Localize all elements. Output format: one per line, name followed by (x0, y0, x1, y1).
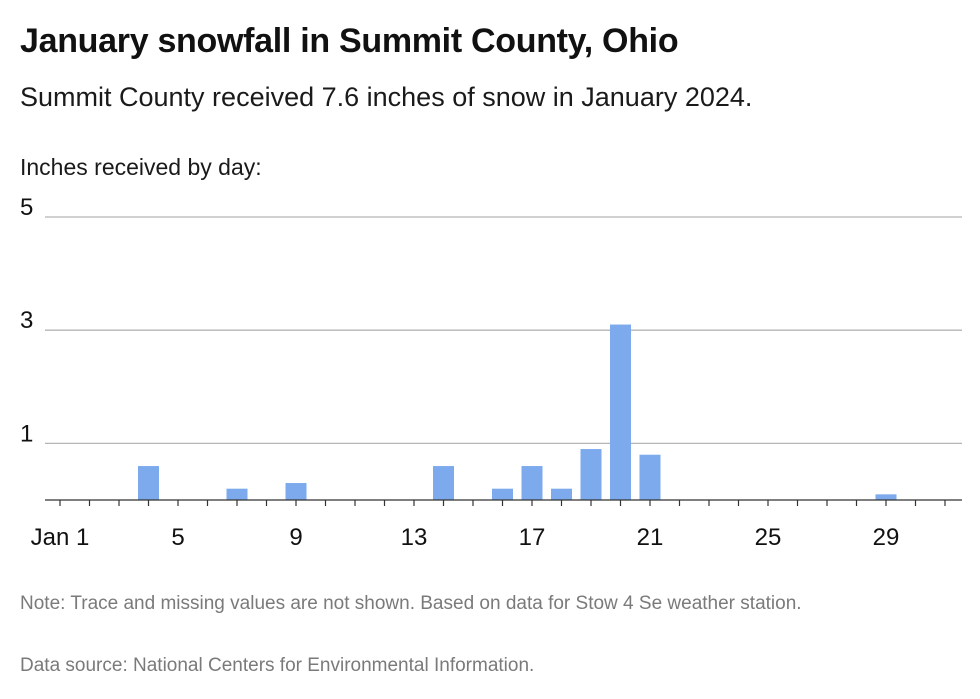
x-tick-label: 21 (637, 524, 664, 551)
bar-jan-7 (226, 488, 248, 500)
bars (138, 324, 897, 500)
x-tick-label: 13 (401, 524, 428, 551)
bar-jan-16 (492, 488, 513, 500)
bar-jan-9 (285, 483, 307, 500)
bar-jan-29 (875, 494, 897, 500)
bar-jan-18 (551, 488, 572, 500)
gridlines: 1 3 5 (20, 194, 962, 447)
x-axis: Jan 1 5 9 13 17 21 25 29 (31, 499, 962, 551)
bar-jan-19 (580, 449, 602, 500)
chart-note: Note: Trace and missing values are not s… (20, 593, 802, 614)
data-source: Data source: National Centers for Enviro… (20, 655, 535, 676)
x-tick-label: 29 (873, 524, 900, 551)
bar-jan-17 (521, 466, 543, 500)
bar-jan-4 (138, 466, 159, 500)
bar-jan-21 (639, 454, 661, 500)
x-tick-label: 25 (755, 524, 782, 551)
bar-jan-14 (433, 466, 454, 500)
snowfall-bar-chart: 135 Jan 1 5 9 13 17 21 25 29 (20, 194, 962, 551)
y-axis-caption: Inches received by day: (20, 154, 262, 180)
chart-subtitle: Summit County received 7.6 inches of sno… (20, 82, 753, 112)
chart-title: January snowfall in Summit County, Ohio (20, 22, 679, 60)
x-tick-label: 5 (171, 524, 184, 551)
bar-jan-20 (610, 324, 631, 500)
y-tick-label: 5 (20, 194, 33, 221)
y-tick-label: 1 (20, 420, 33, 447)
y-tick-label: 3 (20, 307, 33, 334)
x-tick-label: 9 (289, 524, 302, 551)
x-tick-label: Jan 1 (31, 524, 90, 551)
x-tick-label: 17 (519, 524, 546, 551)
